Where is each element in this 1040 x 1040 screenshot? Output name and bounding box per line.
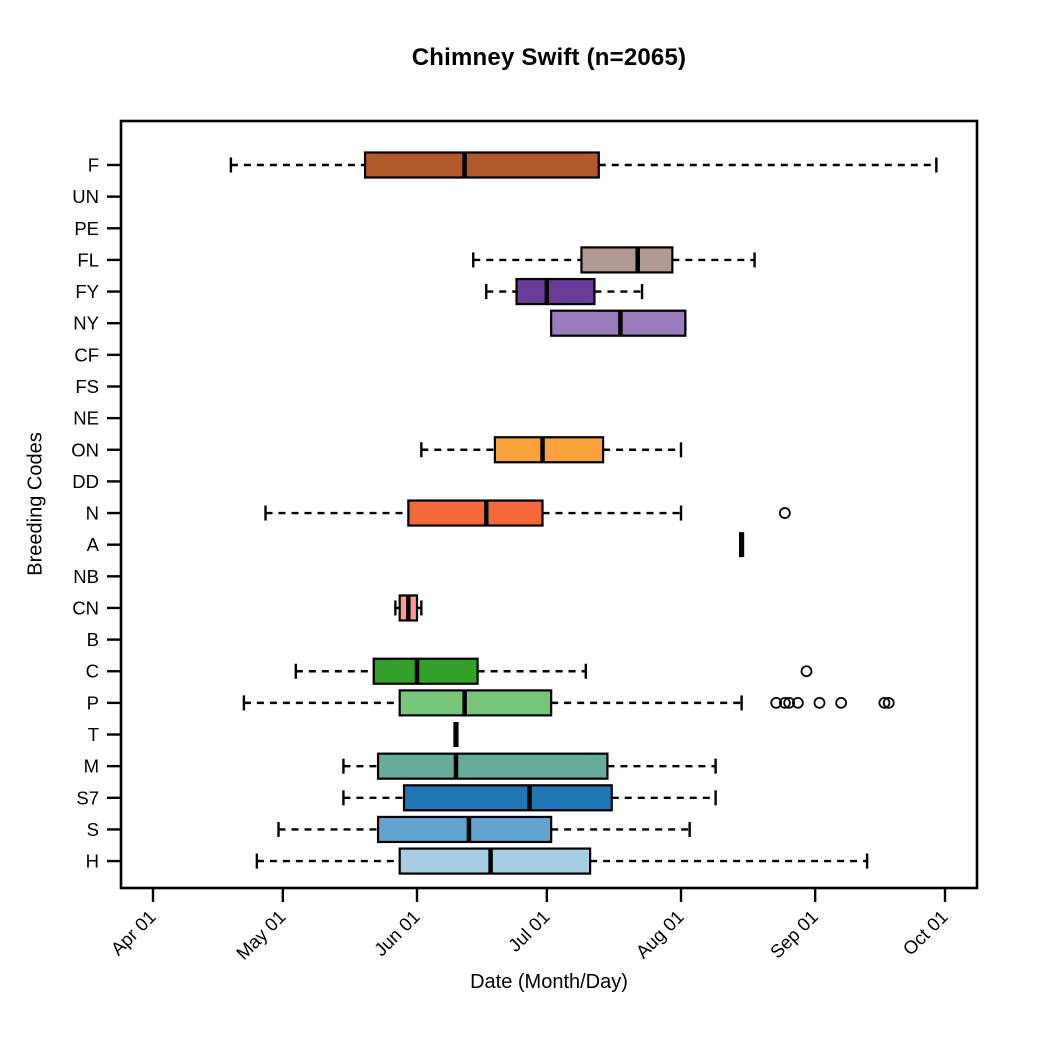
y-tick-label: PE: [74, 218, 99, 239]
y-tick-label: NB: [73, 566, 99, 587]
chart-title: Chimney Swift (n=2065): [411, 44, 687, 71]
boxplot-row-ON: [420, 436, 683, 464]
outlier-point: [778, 696, 791, 709]
iqr-box: [402, 784, 613, 812]
y-tick-label: CN: [72, 597, 99, 618]
outlier-point: [813, 696, 826, 709]
outlier-point: [778, 507, 791, 519]
iqr-box: [493, 436, 605, 464]
boxplot-row-P: [242, 689, 895, 717]
y-tick-label: F: [88, 155, 99, 176]
boxplot-row-A: [738, 532, 745, 558]
outlier-point: [783, 696, 796, 709]
median-line: [540, 437, 545, 463]
y-tick-label: M: [84, 756, 99, 777]
median-line: [738, 532, 745, 558]
median-line: [544, 279, 550, 305]
boxplot-row-NY: [549, 309, 687, 337]
iqr-box: [407, 499, 544, 527]
median-line: [406, 595, 411, 621]
median-line: [414, 658, 420, 684]
boxplot-row-H: [255, 847, 869, 875]
median-line: [483, 500, 489, 526]
x-tick-label: Apr 01: [106, 906, 159, 959]
outlier-point: [791, 696, 804, 709]
iqr-box: [398, 847, 592, 875]
outlier-point: [800, 665, 813, 678]
y-tick-label: NY: [73, 313, 99, 334]
median-line: [635, 247, 640, 273]
y-tick-label: FY: [75, 281, 99, 302]
iqr-box: [363, 151, 600, 179]
y-tick-label: CF: [74, 344, 99, 365]
median-line: [466, 816, 472, 842]
x-axis-title: Date (Month/Day): [470, 971, 628, 993]
iqr-box: [580, 246, 674, 274]
boxplot-row-S: [277, 815, 691, 844]
y-tick-label: ON: [71, 439, 99, 460]
median-line: [453, 722, 459, 748]
outlier-point: [878, 696, 891, 709]
x-tick-label: May 01: [232, 906, 290, 964]
iqr-box: [372, 657, 479, 685]
x-tick-label: Sep 01: [766, 906, 822, 962]
y-tick-label: T: [88, 724, 99, 745]
iqr-box: [376, 752, 609, 780]
median-line: [462, 152, 467, 178]
y-tick-label: S: [87, 819, 99, 840]
y-tick-label: C: [86, 661, 99, 682]
y-tick-label: P: [87, 692, 99, 713]
y-tick-label: N: [86, 503, 99, 524]
median-line: [618, 310, 623, 336]
iqr-box: [376, 815, 553, 844]
outlier-point: [770, 696, 783, 709]
median-line: [527, 785, 532, 811]
y-tick-label: S7: [76, 787, 99, 808]
y-tick-label: FS: [75, 376, 99, 397]
y-tick-label: B: [87, 629, 99, 650]
iqr-box: [515, 277, 596, 306]
boxplot-row-FY: [485, 277, 644, 306]
outlier-point: [835, 696, 848, 709]
boxplot-row-C: [294, 657, 813, 685]
y-tick-label: FL: [77, 249, 99, 270]
y-tick-label: H: [86, 851, 99, 872]
outlier-point: [882, 696, 895, 709]
iqr-box: [398, 689, 553, 717]
x-tick-label: Jun 01: [370, 906, 424, 960]
median-line: [462, 690, 467, 716]
boxplot-row-M: [342, 752, 717, 780]
y-axis-title: Breeding Codes: [24, 432, 47, 576]
boxplot-row-S7: [342, 784, 717, 812]
x-tick-label: Jul 01: [504, 906, 554, 956]
y-tick-label: A: [87, 534, 100, 555]
y-tick-label: NE: [73, 408, 99, 429]
boxplot-row-FL: [472, 246, 756, 274]
y-tick-label: UN: [72, 186, 99, 207]
boxplot-row-CN: [394, 594, 423, 622]
median-line: [453, 753, 459, 779]
boxplot-row-T: [453, 722, 459, 748]
x-tick-label: Oct 01: [898, 906, 951, 959]
median-line: [488, 848, 493, 874]
boxplot-row-N: [264, 499, 791, 527]
y-tick-label: DD: [72, 471, 99, 492]
boxplot-row-F: [229, 151, 938, 179]
x-tick-label: Aug 01: [632, 906, 688, 962]
